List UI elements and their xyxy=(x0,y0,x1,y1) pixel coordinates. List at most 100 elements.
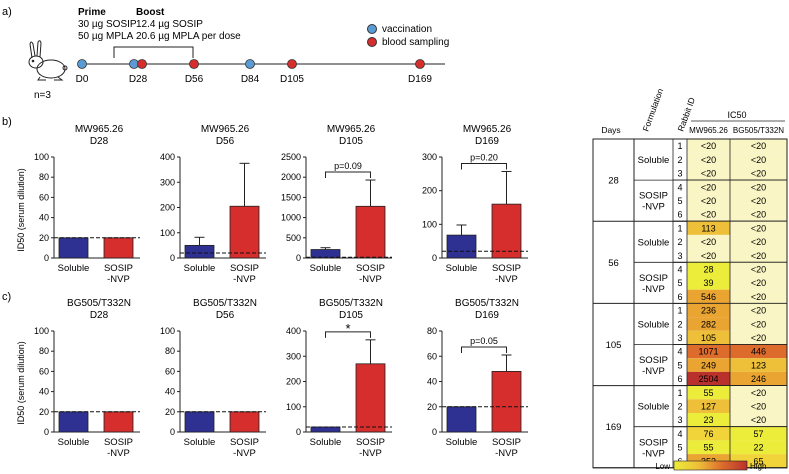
y-tick-label: 500 xyxy=(286,233,301,243)
ic50-value-bg505: 446 xyxy=(751,347,766,357)
ic50-cell-bg505 xyxy=(730,289,787,304)
ic50-cell-bg505 xyxy=(730,166,787,181)
ic50-value-mw965: 105 xyxy=(701,333,716,343)
ic50-value-bg505: <20 xyxy=(751,237,766,247)
x-tick-label: Soluble xyxy=(310,263,342,274)
y-tick-label: 0 xyxy=(296,427,301,437)
ic50-value-bg505: <20 xyxy=(751,265,766,275)
y-tick-label: 100 xyxy=(34,326,49,336)
ic50-cell-mw965 xyxy=(687,221,730,235)
x-tick-label: Soluble xyxy=(184,263,216,274)
ic50-cell-bg505 xyxy=(730,344,787,359)
chart-subtitle: D105 xyxy=(339,310,363,321)
row-b-ylabel: ID50 (serum dilution) xyxy=(16,168,26,252)
ic50-cell-mw965 xyxy=(687,399,730,413)
ic50-value-bg505: 246 xyxy=(751,374,766,384)
ic50-value-bg505: <20 xyxy=(751,333,766,343)
ic50-value-bg505: <20 xyxy=(751,388,766,398)
header-days: Days xyxy=(601,125,620,135)
x-tick-label: Soluble xyxy=(58,263,90,274)
x-tick-label: -NVP xyxy=(233,274,256,285)
bar-sosip-nvp xyxy=(491,203,522,259)
ic50-value-mw965: 236 xyxy=(701,306,716,316)
x-tick-label: Soluble xyxy=(446,437,478,448)
ic50-value-bg505: <20 xyxy=(751,169,766,179)
bar-sosip-nvp xyxy=(229,205,260,259)
rabbit-id: 5 xyxy=(677,278,682,288)
ic50-value-bg505: <20 xyxy=(751,415,766,425)
x-tick-label: -NVP xyxy=(495,274,518,285)
x-tick-label: -NVP xyxy=(107,274,130,285)
y-tick-label: 0 xyxy=(170,253,175,263)
ic50-cell-mw965 xyxy=(687,234,730,249)
chart-title: BG505/T332N xyxy=(67,298,131,309)
ic50-cell-bg505 xyxy=(730,262,787,276)
chart-title: BG505/T332N xyxy=(455,298,519,309)
ic50-value-bg505: <20 xyxy=(751,292,766,302)
legend-vaccination-label: vaccination xyxy=(382,24,432,35)
chart-title: BG505/T332N xyxy=(319,298,383,309)
x-tick-label: SOSIP xyxy=(492,437,521,448)
chart-title: MW965.26 xyxy=(463,124,512,135)
ic50-cell-bg505 xyxy=(730,234,787,249)
x-tick-label: -NVP xyxy=(495,448,518,459)
ic50-cell-bg505 xyxy=(730,330,787,345)
bar-soluble xyxy=(446,406,477,433)
ic50-cell-bg505 xyxy=(730,207,787,222)
ic50-cell-mw965 xyxy=(687,180,730,194)
rabbit-id: 6 xyxy=(677,374,682,384)
day-label: 56 xyxy=(608,258,619,269)
rabbit-id: 4 xyxy=(677,265,682,275)
chart-subtitle: D56 xyxy=(216,310,235,321)
ic50-value-mw965: 39 xyxy=(703,278,713,288)
chart-subtitle: D169 xyxy=(475,136,499,147)
x-tick-label: SOSIP xyxy=(356,437,385,448)
ic50-cell-bg505 xyxy=(730,358,787,372)
rabbit-id: 1 xyxy=(677,141,682,151)
bar-sosip-nvp xyxy=(491,370,522,433)
x-tick-label: Soluble xyxy=(310,437,342,448)
ic50-value-bg505: <20 xyxy=(751,210,766,220)
formulation-label: Soluble xyxy=(638,237,670,248)
bar-soluble xyxy=(310,426,341,433)
ic50-cell-bg505 xyxy=(730,152,787,167)
rabbit-id: 6 xyxy=(677,210,682,220)
significance-label: p=0.20 xyxy=(470,152,498,162)
y-tick-label: 1000 xyxy=(281,213,301,223)
ic50-value-mw965: <20 xyxy=(701,182,716,192)
x-tick-label: -NVP xyxy=(107,448,130,459)
x-tick-label: -NVP xyxy=(359,448,382,459)
chart-title: MW965.26 xyxy=(327,124,376,135)
x-tick-label: -NVP xyxy=(359,274,382,285)
header-col-mw965: MW965.26 xyxy=(689,126,728,135)
y-tick-label: 100 xyxy=(422,219,437,229)
ic50-value-bg505: 123 xyxy=(751,360,766,370)
x-tick-label: SOSIP xyxy=(230,263,259,274)
rabbit-id: 3 xyxy=(677,169,682,179)
day-label: 28 xyxy=(608,176,619,187)
y-tick-label: 80 xyxy=(39,346,49,356)
ic50-cell-bg505 xyxy=(730,248,787,263)
boost-line-1: 12.4 µg SOSIP xyxy=(136,19,203,30)
ic50-value-mw965: 249 xyxy=(701,360,716,370)
ic50-cell-mw965 xyxy=(687,166,730,181)
ic50-value-mw965: <20 xyxy=(701,251,716,261)
timeline-day-d169: D169 xyxy=(408,74,432,85)
y-tick-label: 100 xyxy=(34,152,49,162)
rabbit-id: 2 xyxy=(677,319,682,329)
ic50-value-mw965: <20 xyxy=(701,196,716,206)
formulation-label: SOSIP xyxy=(639,437,668,448)
animal-count: n=3 xyxy=(34,90,51,101)
ic50-value-mw965: 546 xyxy=(701,292,716,302)
bar-sosip-nvp xyxy=(103,411,134,433)
ic50-cell-mw965 xyxy=(687,152,730,167)
ic50-value-bg505: 22 xyxy=(753,443,763,453)
boost-bracket xyxy=(113,46,194,58)
chart-title: MW965.26 xyxy=(75,124,124,135)
prime-line-1: 30 µg SOSIP xyxy=(78,19,137,30)
boost-line-2: 20.6 µg MPLA per dose xyxy=(136,31,241,42)
panel-a: a) n=3 Prime 30 µg SOSIP 50 µg MPLA Boos… xyxy=(2,6,449,101)
ic50-value-mw965: 127 xyxy=(701,402,716,412)
